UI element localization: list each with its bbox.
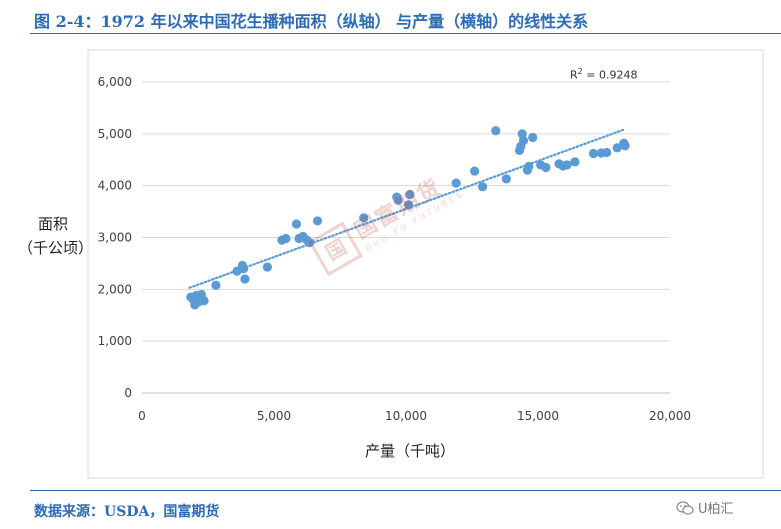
data-point xyxy=(312,216,323,226)
y-tick-label: 3,000 xyxy=(98,231,132,245)
data-point xyxy=(524,161,534,172)
r-squared-label: R2 = 0.9248 xyxy=(570,67,638,82)
figure-title: 图 2-4：1972 年以来中国花生播种面积（纵轴） 与产量（横轴）的线性关系 xyxy=(34,12,589,31)
data-point xyxy=(291,219,302,229)
data-point xyxy=(239,264,249,274)
data-point xyxy=(211,280,221,290)
y-tick-label: 0 xyxy=(124,386,132,400)
gridlines xyxy=(142,81,670,394)
data-point xyxy=(620,141,630,151)
data-point xyxy=(470,166,480,176)
data-point xyxy=(612,143,622,153)
data-point xyxy=(477,182,488,192)
x-tick-label: 15,000 xyxy=(517,409,559,423)
y-tick-label: 5,000 xyxy=(98,127,132,141)
data-point xyxy=(393,195,403,205)
x-tick-labels: 0 5,000 10,000 15,000 20,000 xyxy=(138,409,691,423)
data-point xyxy=(262,262,272,272)
x-tick-label: 5,000 xyxy=(257,409,291,423)
y-tick-label: 2,000 xyxy=(98,282,132,296)
y-axis-label-line-1: 面积 xyxy=(37,215,68,233)
data-point xyxy=(240,274,250,284)
data-point xyxy=(491,126,501,136)
footer-rule xyxy=(30,490,781,491)
data-points xyxy=(186,126,630,310)
y-tick-label: 4,000 xyxy=(98,179,132,193)
data-point xyxy=(570,157,580,167)
chart-frame xyxy=(87,49,764,479)
data-point xyxy=(528,132,538,143)
source-note: 数据来源：USDA，国富期货 xyxy=(34,504,220,520)
data-point xyxy=(199,296,209,306)
y-axis-label-line-2: （千公顷） xyxy=(18,239,94,257)
data-point xyxy=(541,162,551,173)
data-point xyxy=(501,174,511,184)
data-point xyxy=(305,238,315,248)
data-point xyxy=(451,178,461,188)
y-tick-label: 1,000 xyxy=(98,334,132,348)
x-axis-label: 产量（千吨） xyxy=(364,442,455,460)
y-axis-label: 面积 （千公顷） xyxy=(18,212,94,260)
y-tick-label: 6,000 xyxy=(98,75,132,89)
data-point xyxy=(359,213,369,223)
data-point xyxy=(518,135,529,146)
data-point xyxy=(562,160,572,170)
wechat-account-name: U柏汇 xyxy=(698,502,734,517)
data-point xyxy=(602,147,612,158)
data-point xyxy=(281,233,291,244)
x-tick-label: 10,000 xyxy=(385,409,427,423)
y-tick-labels: 0 1,000 2,000 3,000 4,000 5,000 6,000 xyxy=(98,75,132,400)
x-tick-label: 0 xyxy=(138,409,146,423)
title-rule xyxy=(30,33,781,34)
wechat-badge: U柏汇 xyxy=(676,498,734,517)
data-point xyxy=(405,189,415,200)
data-point xyxy=(404,200,414,210)
x-tick-label: 20,000 xyxy=(649,409,691,423)
data-point xyxy=(588,148,599,159)
wechat-icon xyxy=(676,500,694,515)
